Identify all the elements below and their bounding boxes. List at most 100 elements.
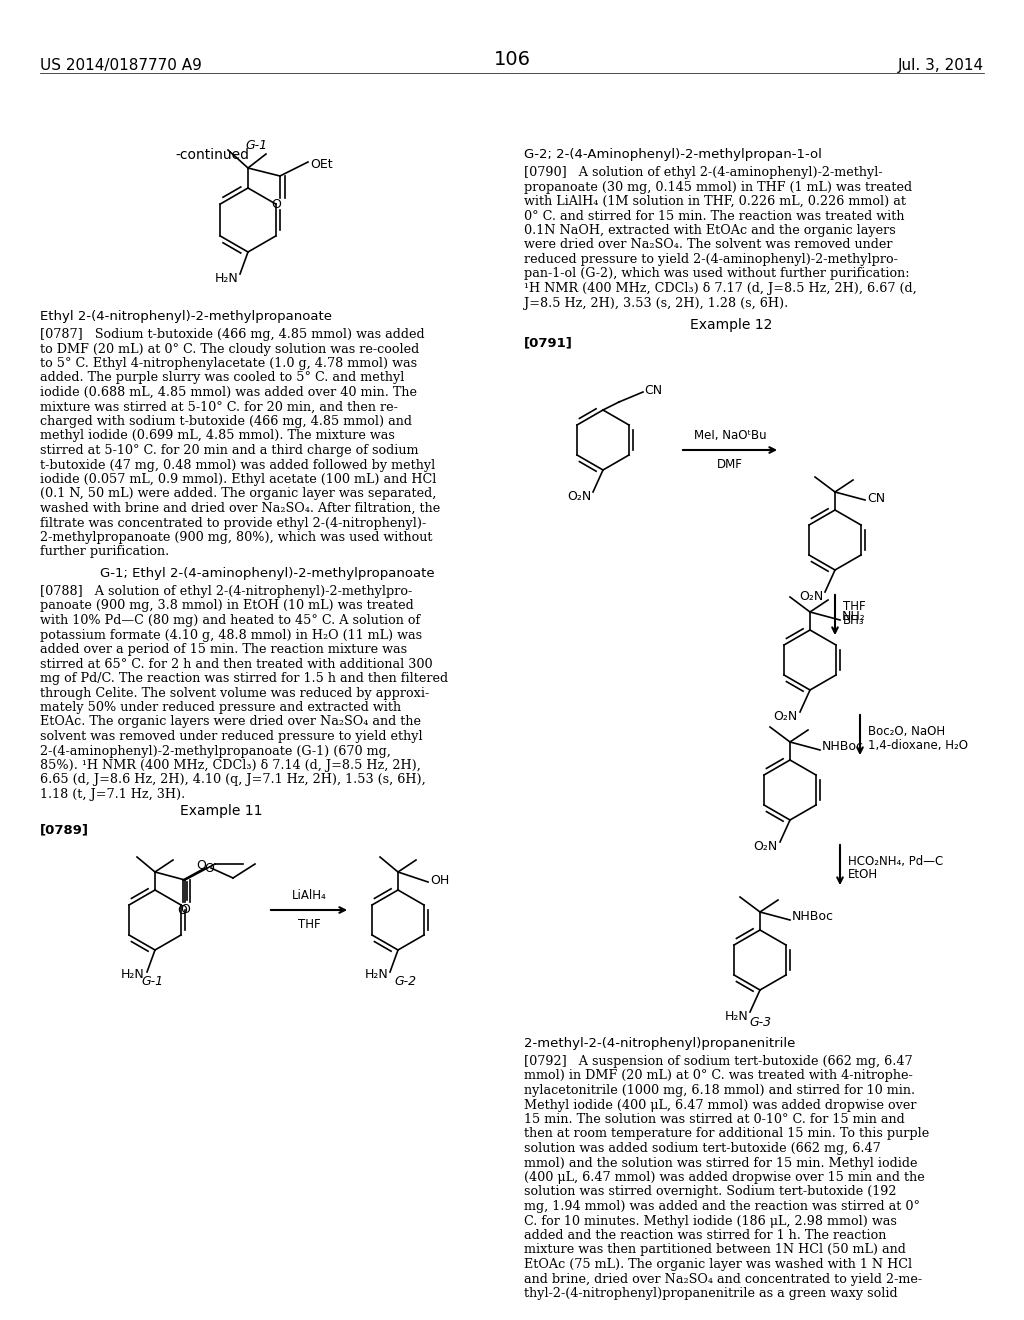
Text: Ethyl 2-(4-nitrophenyl)-2-methylpropanoate: Ethyl 2-(4-nitrophenyl)-2-methylpropanoa… <box>40 310 332 323</box>
Text: potassium formate (4.10 g, 48.8 mmol) in H₂O (11 mL) was: potassium formate (4.10 g, 48.8 mmol) in… <box>40 628 422 642</box>
Text: nylacetonitrile (1000 mg, 6.18 mmol) and stirred for 10 min.: nylacetonitrile (1000 mg, 6.18 mmol) and… <box>524 1084 915 1097</box>
Text: O: O <box>196 859 206 873</box>
Text: H₂N: H₂N <box>365 968 388 981</box>
Text: filtrate was concentrated to provide ethyl 2-(4-nitrophenyl)-: filtrate was concentrated to provide eth… <box>40 516 426 529</box>
Text: mixture was then partitioned between 1N HCl (50 mL) and: mixture was then partitioned between 1N … <box>524 1243 906 1257</box>
Text: H₂N: H₂N <box>214 272 238 285</box>
Text: thyl-2-(4-nitrophenyl)propanenitrile as a green waxy solid: thyl-2-(4-nitrophenyl)propanenitrile as … <box>524 1287 898 1300</box>
Text: [0787]   Sodium t-butoxide (466 mg, 4.85 mmol) was added: [0787] Sodium t-butoxide (466 mg, 4.85 m… <box>40 327 425 341</box>
Text: [0791]: [0791] <box>524 337 572 348</box>
Text: DMF: DMF <box>717 458 743 471</box>
Text: O: O <box>204 862 214 874</box>
Text: O₂N: O₂N <box>774 710 798 723</box>
Text: CN: CN <box>867 491 885 504</box>
Text: panoate (900 mg, 3.8 mmol) in EtOH (10 mL) was treated: panoate (900 mg, 3.8 mmol) in EtOH (10 m… <box>40 599 414 612</box>
Text: washed with brine and dried over Na₂SO₄. After filtration, the: washed with brine and dried over Na₂SO₄.… <box>40 502 440 515</box>
Text: t-butoxide (47 mg, 0.48 mmol) was added followed by methyl: t-butoxide (47 mg, 0.48 mmol) was added … <box>40 458 435 471</box>
Text: with 10% Pd—C (80 mg) and heated to 45° C. A solution of: with 10% Pd—C (80 mg) and heated to 45° … <box>40 614 420 627</box>
Text: mmol) and the solution was stirred for 15 min. Methyl iodide: mmol) and the solution was stirred for 1… <box>524 1156 918 1170</box>
Text: Example 11: Example 11 <box>180 804 262 818</box>
Text: O₂N: O₂N <box>566 490 591 503</box>
Text: through Celite. The solvent volume was reduced by approxi-: through Celite. The solvent volume was r… <box>40 686 429 700</box>
Text: 106: 106 <box>494 50 530 69</box>
Text: O: O <box>271 198 281 211</box>
Text: solution was stirred overnight. Sodium tert-butoxide (192: solution was stirred overnight. Sodium t… <box>524 1185 896 1199</box>
Text: LiAlH₄: LiAlH₄ <box>292 888 327 902</box>
Text: [0789]: [0789] <box>40 822 89 836</box>
Text: mately 50% under reduced pressure and extracted with: mately 50% under reduced pressure and ex… <box>40 701 401 714</box>
Text: [0788]   A solution of ethyl 2-(4-nitrophenyl)-2-methylpro-: [0788] A solution of ethyl 2-(4-nitrophe… <box>40 585 413 598</box>
Text: [0792]   A suspension of sodium tert-butoxide (662 mg, 6.47: [0792] A suspension of sodium tert-butox… <box>524 1055 912 1068</box>
Text: EtOAc (75 mL). The organic layer was washed with 1 N HCl: EtOAc (75 mL). The organic layer was was… <box>524 1258 912 1271</box>
Text: O₂N: O₂N <box>754 840 778 853</box>
Text: G-2; 2-(4-Aminophenyl)-2-methylpropan-1-ol: G-2; 2-(4-Aminophenyl)-2-methylpropan-1-… <box>524 148 822 161</box>
Text: MeI, NaOᵗBu: MeI, NaOᵗBu <box>693 429 766 442</box>
Text: (0.1 N, 50 mL) were added. The organic layer was separated,: (0.1 N, 50 mL) were added. The organic l… <box>40 487 436 500</box>
Text: THF: THF <box>298 917 321 931</box>
Text: further purification.: further purification. <box>40 545 169 558</box>
Text: reduced pressure to yield 2-(4-aminophenyl)-2-methylpro-: reduced pressure to yield 2-(4-aminophen… <box>524 253 898 267</box>
Text: charged with sodium t-butoxide (466 mg, 4.85 mmol) and: charged with sodium t-butoxide (466 mg, … <box>40 414 412 428</box>
Text: EtOH: EtOH <box>848 869 879 882</box>
Text: Example 12: Example 12 <box>690 318 772 333</box>
Text: G-3: G-3 <box>749 1016 771 1030</box>
Text: 0.1N NaOH, extracted with EtOAc and the organic layers: 0.1N NaOH, extracted with EtOAc and the … <box>524 224 896 238</box>
Text: BH₃: BH₃ <box>843 615 864 627</box>
Text: NHBoc: NHBoc <box>792 909 834 923</box>
Text: H₂N: H₂N <box>121 968 145 981</box>
Text: J=8.5 Hz, 2H), 3.53 (s, 2H), 1.28 (s, 6H).: J=8.5 Hz, 2H), 3.53 (s, 2H), 1.28 (s, 6H… <box>524 297 788 309</box>
Text: -continued: -continued <box>175 148 249 162</box>
Text: 2-(4-aminophenyl)-2-methylpropanoate (G-1) (670 mg,: 2-(4-aminophenyl)-2-methylpropanoate (G-… <box>40 744 391 758</box>
Text: mixture was stirred at 5-10° C. for 20 min, and then re-: mixture was stirred at 5-10° C. for 20 m… <box>40 400 398 413</box>
Text: mmol) in DMF (20 mL) at 0° C. was treated with 4-nitrophe-: mmol) in DMF (20 mL) at 0° C. was treate… <box>524 1069 912 1082</box>
Text: Boc₂O, NaOH: Boc₂O, NaOH <box>868 725 945 738</box>
Text: THF: THF <box>843 601 865 614</box>
Text: pan-1-ol (G-2), which was used without further purification:: pan-1-ol (G-2), which was used without f… <box>524 268 909 281</box>
Text: ¹H NMR (400 MHz, CDCl₃) δ 7.17 (d, J=8.5 Hz, 2H), 6.67 (d,: ¹H NMR (400 MHz, CDCl₃) δ 7.17 (d, J=8.5… <box>524 282 916 294</box>
Text: added over a period of 15 min. The reaction mixture was: added over a period of 15 min. The react… <box>40 643 408 656</box>
Text: O: O <box>180 903 189 916</box>
Text: Methyl iodide (400 μL, 6.47 mmol) was added dropwise over: Methyl iodide (400 μL, 6.47 mmol) was ad… <box>524 1098 916 1111</box>
Text: solvent was removed under reduced pressure to yield ethyl: solvent was removed under reduced pressu… <box>40 730 423 743</box>
Text: and brine, dried over Na₂SO₄ and concentrated to yield 2-me-: and brine, dried over Na₂SO₄ and concent… <box>524 1272 923 1286</box>
Text: CN: CN <box>644 384 663 396</box>
Text: added and the reaction was stirred for 1 h. The reaction: added and the reaction was stirred for 1… <box>524 1229 887 1242</box>
Text: US 2014/0187770 A9: US 2014/0187770 A9 <box>40 58 202 73</box>
Text: to 5° C. Ethyl 4-nitrophenylacetate (1.0 g, 4.78 mmol) was: to 5° C. Ethyl 4-nitrophenylacetate (1.0… <box>40 356 417 370</box>
Text: iodide (0.688 mL, 4.85 mmol) was added over 40 min. The: iodide (0.688 mL, 4.85 mmol) was added o… <box>40 385 417 399</box>
Text: to DMF (20 mL) at 0° C. The cloudy solution was re-cooled: to DMF (20 mL) at 0° C. The cloudy solut… <box>40 342 419 355</box>
Text: G-2: G-2 <box>394 975 416 987</box>
Text: then at room temperature for additional 15 min. To this purple: then at room temperature for additional … <box>524 1127 929 1140</box>
Text: stirred at 5-10° C. for 20 min and a third charge of sodium: stirred at 5-10° C. for 20 min and a thi… <box>40 444 419 457</box>
Text: were dried over Na₂SO₄. The solvent was removed under: were dried over Na₂SO₄. The solvent was … <box>524 239 893 252</box>
Text: Jul. 3, 2014: Jul. 3, 2014 <box>898 58 984 73</box>
Text: G-1; Ethyl 2-(4-aminophenyl)-2-methylpropanoate: G-1; Ethyl 2-(4-aminophenyl)-2-methylpro… <box>100 568 434 579</box>
Text: G-1: G-1 <box>141 975 163 987</box>
Text: propanoate (30 mg, 0.145 mmol) in THF (1 mL) was treated: propanoate (30 mg, 0.145 mmol) in THF (1… <box>524 181 912 194</box>
Text: G-1: G-1 <box>245 139 267 152</box>
Text: mg, 1.94 mmol) was added and the reaction was stirred at 0°: mg, 1.94 mmol) was added and the reactio… <box>524 1200 920 1213</box>
Text: HCO₂NH₄, Pd—C: HCO₂NH₄, Pd—C <box>848 854 943 867</box>
Text: 1.18 (t, J=7.1 Hz, 3H).: 1.18 (t, J=7.1 Hz, 3H). <box>40 788 185 801</box>
Text: 0° C. and stirred for 15 min. The reaction was treated with: 0° C. and stirred for 15 min. The reacti… <box>524 210 904 223</box>
Text: O: O <box>177 904 187 917</box>
Text: 2-methyl-2-(4-nitrophenyl)propanenitrile: 2-methyl-2-(4-nitrophenyl)propanenitrile <box>524 1038 796 1049</box>
Text: 1,4-dioxane, H₂O: 1,4-dioxane, H₂O <box>868 738 968 751</box>
Text: with LiAlH₄ (1M solution in THF, 0.226 mL, 0.226 mmol) at: with LiAlH₄ (1M solution in THF, 0.226 m… <box>524 195 906 209</box>
Text: EtOAc. The organic layers were dried over Na₂SO₄ and the: EtOAc. The organic layers were dried ove… <box>40 715 421 729</box>
Text: stirred at 65° C. for 2 h and then treated with additional 300: stirred at 65° C. for 2 h and then treat… <box>40 657 432 671</box>
Text: iodide (0.057 mL, 0.9 mmol). Ethyl acetate (100 mL) and HCl: iodide (0.057 mL, 0.9 mmol). Ethyl aceta… <box>40 473 436 486</box>
Text: 85%). ¹H NMR (400 MHz, CDCl₃) δ 7.14 (d, J=8.5 Hz, 2H),: 85%). ¹H NMR (400 MHz, CDCl₃) δ 7.14 (d,… <box>40 759 421 772</box>
Text: [0790]   A solution of ethyl 2-(4-aminophenyl)-2-methyl-: [0790] A solution of ethyl 2-(4-aminophe… <box>524 166 883 180</box>
Text: NH₂: NH₂ <box>842 610 865 623</box>
Text: NHBoc: NHBoc <box>822 739 864 752</box>
Text: 6.65 (d, J=8.6 Hz, 2H), 4.10 (q, J=7.1 Hz, 2H), 1.53 (s, 6H),: 6.65 (d, J=8.6 Hz, 2H), 4.10 (q, J=7.1 H… <box>40 774 426 787</box>
Text: (400 μL, 6.47 mmol) was added dropwise over 15 min and the: (400 μL, 6.47 mmol) was added dropwise o… <box>524 1171 925 1184</box>
Text: methyl iodide (0.699 mL, 4.85 mmol). The mixture was: methyl iodide (0.699 mL, 4.85 mmol). The… <box>40 429 395 442</box>
Text: OH: OH <box>430 874 450 887</box>
Text: 15 min. The solution was stirred at 0-10° C. for 15 min and: 15 min. The solution was stirred at 0-10… <box>524 1113 905 1126</box>
Text: mg of Pd/C. The reaction was stirred for 1.5 h and then filtered: mg of Pd/C. The reaction was stirred for… <box>40 672 449 685</box>
Text: OEt: OEt <box>310 157 333 170</box>
Text: C. for 10 minutes. Methyl iodide (186 μL, 2.98 mmol) was: C. for 10 minutes. Methyl iodide (186 μL… <box>524 1214 897 1228</box>
Text: O₂N: O₂N <box>799 590 823 603</box>
